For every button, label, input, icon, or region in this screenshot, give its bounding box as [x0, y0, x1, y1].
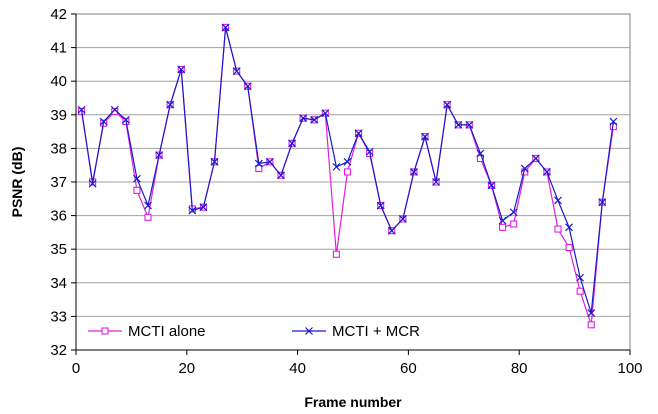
x-tick-label: 100: [617, 360, 642, 377]
data-point: [210, 157, 219, 166]
data-point: [498, 216, 507, 225]
data-point: [133, 186, 141, 194]
data-point: [376, 201, 385, 210]
data-point: [609, 117, 618, 126]
data-point: [398, 215, 407, 223]
data-point: [254, 159, 263, 168]
data-point: [277, 171, 285, 180]
data-point: [410, 167, 418, 176]
series-0: [77, 23, 617, 329]
y-tick-label: 39: [50, 107, 67, 124]
data-point: [587, 309, 596, 317]
legend-item-0: MCTI alone: [88, 323, 206, 340]
data-point: [510, 220, 518, 228]
legend-label: MCTI alone: [128, 323, 206, 340]
data-point: [443, 100, 452, 109]
data-point: [587, 321, 595, 329]
data-point: [499, 223, 507, 231]
series-line: [80, 27, 614, 325]
data-point: [531, 154, 540, 163]
data-point: [288, 139, 296, 148]
data-point: [199, 203, 208, 212]
data-point: [166, 100, 175, 109]
data-point: [88, 179, 97, 188]
y-tick-label: 35: [50, 241, 67, 258]
x-tick-label: 40: [289, 360, 306, 377]
data-point: [144, 201, 152, 210]
data-point: [354, 129, 363, 138]
y-tick-label: 32: [50, 342, 67, 359]
y-tick-label: 34: [50, 275, 67, 292]
data-point: [387, 226, 396, 235]
data-point: [465, 120, 474, 129]
x-tick-label: 0: [72, 360, 80, 377]
data-point: [243, 82, 252, 91]
data-point: [565, 243, 573, 252]
data-point: [343, 157, 352, 166]
data-point: [421, 132, 429, 141]
x-tick-label: 80: [511, 360, 528, 377]
x-axis-title: Frame number: [304, 394, 402, 410]
data-point: [221, 23, 230, 32]
data-point: [77, 105, 86, 114]
data-point: [332, 250, 340, 258]
data-point: [299, 114, 308, 123]
axes: 32 33 34 35 36 37 38 39 40 41 42 0 20 40 60 80 100: [50, 6, 642, 377]
legend: MCTI alone MCTI + MCR: [88, 323, 420, 340]
data-point: [509, 208, 518, 217]
series-1: [77, 23, 618, 317]
data-point: [576, 287, 584, 295]
y-tick-label: 37: [50, 174, 67, 191]
data-point: [487, 181, 496, 190]
y-axis-title: PSNR (dB): [9, 147, 25, 218]
data-point: [454, 120, 463, 129]
data-point: [111, 107, 119, 115]
x-tick-label: 60: [400, 360, 417, 377]
data-point: [365, 147, 374, 156]
data-point: [121, 115, 130, 124]
data-point: [476, 149, 485, 158]
data-point: [99, 117, 108, 126]
data-point: [565, 223, 573, 232]
y-tick-label: 42: [50, 6, 67, 23]
data-point: [133, 174, 141, 183]
data-point: [554, 196, 562, 205]
data-point: [321, 109, 330, 118]
data-point: [598, 198, 607, 207]
y-tick-label: 38: [50, 140, 67, 157]
y-tick-label: 40: [50, 73, 67, 90]
data-point: [310, 115, 319, 124]
data-point: [255, 165, 263, 173]
data-point: [332, 162, 341, 171]
y-tick-label: 36: [50, 208, 67, 225]
legend-label: MCTI + MCR: [332, 323, 420, 340]
data-point: [110, 105, 119, 114]
data-point: [265, 157, 274, 166]
data-point: [144, 213, 152, 221]
data-point: [155, 151, 164, 160]
data-point: [232, 67, 241, 76]
data-point: [554, 225, 562, 233]
data-point: [542, 167, 551, 176]
legend-swatch-marker: [305, 327, 313, 335]
y-tick-label: 41: [50, 40, 67, 57]
data-point: [476, 154, 484, 163]
data-point: [188, 206, 197, 215]
legend-swatch-marker: [101, 327, 109, 335]
legend-item-1: MCTI + MCR: [292, 323, 420, 340]
gridlines: [76, 47, 630, 317]
data-point: [432, 178, 441, 186]
y-tick-label: 33: [50, 308, 67, 325]
x-tick-label: 20: [178, 360, 195, 377]
data-point: [576, 273, 585, 282]
data-point: [520, 164, 529, 173]
data-point: [177, 65, 186, 74]
data-point: [343, 168, 352, 176]
series-group: [77, 23, 618, 329]
